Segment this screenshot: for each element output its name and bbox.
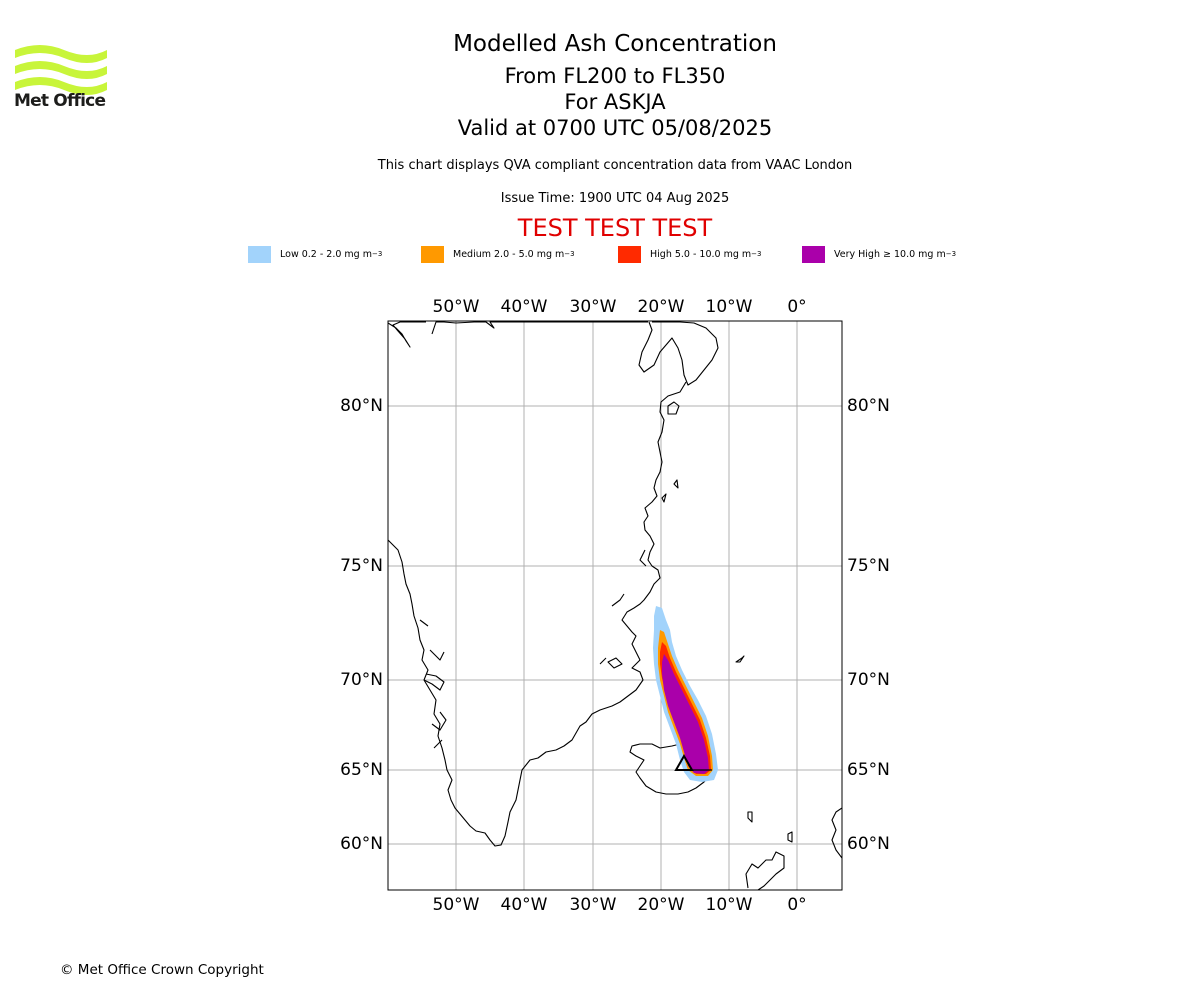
chart-title: Modelled Ash Concentration — [453, 31, 777, 57]
volcano-marker-triangle — [674, 753, 694, 771]
lon-tick-bottom: 10°W — [706, 895, 753, 915]
lon-tick-top: 50°W — [433, 297, 480, 317]
lat-tick-right: 60°N — [847, 834, 890, 854]
lat-tick-left: 65°N — [340, 760, 383, 780]
lat-tick-left: 75°N — [340, 556, 383, 576]
legend-label-very-high: Very High ≥ 10.0 mg m — [834, 248, 946, 260]
legend-label-high: High 5.0 - 10.0 mg m — [650, 248, 752, 260]
volcano-name: For ASKJA — [564, 90, 666, 114]
lon-tick-bottom: 0° — [787, 895, 806, 915]
test-banner: TEST TEST TEST — [517, 214, 713, 242]
issue-time: Issue Time: 1900 UTC 04 Aug 2025 — [500, 191, 730, 206]
copyright-notice: © Met Office Crown Copyright — [60, 962, 264, 978]
legend-item-medium: Medium 2.0 - 5.0 mg m −3 — [421, 245, 575, 263]
legend-swatch-high — [618, 245, 641, 263]
met-office-logo — [15, 45, 107, 95]
lat-tick-right: 70°N — [847, 670, 890, 690]
lon-tick-top: 40°W — [501, 297, 548, 317]
logo-text: Met Office — [14, 91, 106, 111]
flight-level-range: From FL200 to FL350 — [504, 64, 726, 88]
lon-tick-bottom: 30°W — [570, 895, 617, 915]
legend-swatch-low — [248, 245, 271, 263]
legend-label-medium: Medium 2.0 - 5.0 mg m — [453, 248, 565, 260]
lat-tick-left: 70°N — [340, 670, 383, 690]
lon-tick-bottom: 40°W — [501, 895, 548, 915]
lat-tick-left: 60°N — [340, 834, 383, 854]
coastlines — [388, 321, 842, 890]
map-frame — [387, 320, 843, 891]
legend-item-high: High 5.0 - 10.0 mg m −3 — [618, 245, 762, 263]
lat-tick-left: 80°N — [340, 396, 383, 416]
lon-tick-top: 0° — [787, 297, 806, 317]
lat-tick-right: 75°N — [847, 556, 890, 576]
lon-tick-bottom: 20°W — [638, 895, 685, 915]
lon-tick-bottom: 50°W — [433, 895, 480, 915]
legend-swatch-medium — [421, 245, 444, 263]
lon-tick-top: 20°W — [638, 297, 685, 317]
chart-description: This chart displays QVA compliant concen… — [377, 158, 853, 173]
lon-tick-top: 30°W — [570, 297, 617, 317]
ash-very-high-region — [662, 654, 709, 774]
map-gridlines — [388, 321, 842, 890]
legend-swatch-very-high — [802, 245, 825, 263]
legend-item-low: Low 0.2 - 2.0 mg m −3 — [248, 245, 382, 263]
lon-tick-top: 10°W — [706, 297, 753, 317]
legend-item-very-high: Very High ≥ 10.0 mg m −3 — [802, 245, 956, 263]
lat-tick-right: 80°N — [847, 396, 890, 416]
valid-time: Valid at 0700 UTC 05/08/2025 — [457, 116, 773, 140]
legend-label-low: Low 0.2 - 2.0 mg m — [280, 248, 372, 260]
lat-tick-right: 65°N — [847, 760, 890, 780]
